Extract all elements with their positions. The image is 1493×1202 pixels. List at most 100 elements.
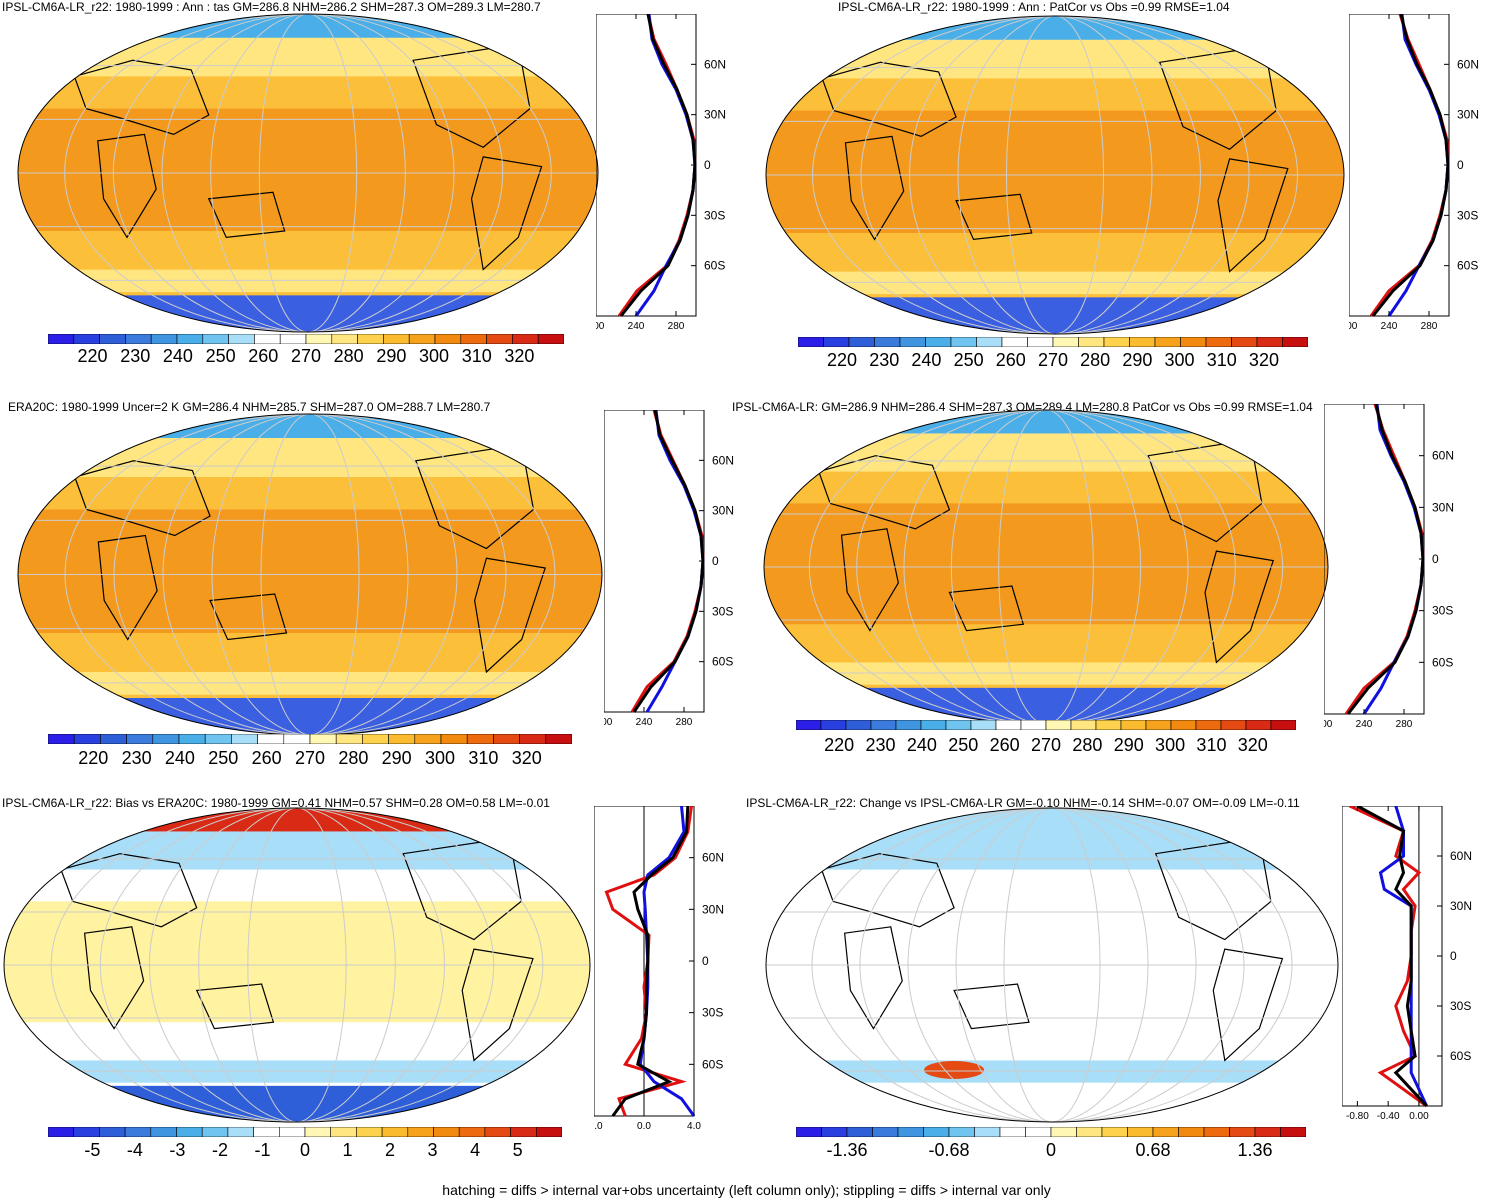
colorbar-swatch [970, 720, 997, 730]
colorbar-swatch [535, 1127, 562, 1137]
continent-outline [207, 191, 286, 239]
continent-outline [461, 948, 534, 1062]
polar-region-south [18, 295, 598, 332]
colorbar-swatch [796, 1127, 822, 1137]
lat-tick-label: 0 [712, 554, 719, 568]
x-tick-label: 0.00 [1409, 1111, 1429, 1122]
graticule-meridian [260, 414, 360, 735]
colorbar-swatch [1154, 337, 1181, 347]
colorbar-tick-label: 250 [953, 350, 984, 370]
colorbar-tick-label: -2 [211, 1140, 228, 1160]
polar-region-south [766, 297, 1344, 334]
graticule-meridian [113, 414, 507, 735]
colorbar-tick-label: 0 [299, 1140, 311, 1160]
colorbar-swatch [510, 1127, 537, 1137]
graticule-meridian [811, 808, 1293, 1122]
colorbar-tick-label: 250 [205, 346, 236, 366]
colorbar-swatch [848, 337, 875, 347]
colorbar-tick-label: -3 [169, 1140, 186, 1160]
colorbar-swatch [176, 1127, 203, 1137]
colorbar-tick-label: -1.36 [826, 1140, 868, 1160]
map-border [765, 807, 1339, 1123]
zonal-series-line-2 [634, 14, 697, 317]
colorbar-swatch [254, 334, 281, 344]
colorbar-swatch [231, 734, 258, 744]
lat-tick-label: 30N [712, 504, 734, 518]
colorbar [796, 1127, 1306, 1137]
colorbar-tick-label: -1 [254, 1140, 271, 1160]
lat-tick-label: 0 [704, 158, 711, 172]
colorbar-swatch [414, 734, 442, 744]
colorbar-swatch [846, 1127, 873, 1137]
colorbar-swatch [486, 334, 513, 344]
colorbar-swatch [408, 334, 436, 344]
colorbar-swatch [945, 720, 972, 730]
colorbar-tick-label: 250 [948, 735, 979, 755]
graticule-meridian [161, 14, 455, 332]
colorbar-swatch [283, 734, 311, 744]
graticule-meridian [112, 14, 504, 332]
equatorial-band [4, 901, 590, 1023]
x-tick-label: 200 [604, 717, 613, 728]
colorbar-swatch [335, 734, 363, 744]
map-plot [17, 13, 599, 333]
colorbar-tick-label: 300 [1164, 350, 1195, 370]
zonal-mean-plot: 60N30N030S60S200240280K [1349, 14, 1479, 332]
colorbar-tick-label: 220 [827, 350, 858, 370]
colorbar-swatch [895, 720, 922, 730]
colorbar-swatch [1129, 337, 1156, 347]
polar-region-north [4, 808, 590, 832]
graticule-meridian [903, 410, 1189, 724]
colorbar-tick-label: 0.68 [1135, 1140, 1171, 1160]
map-border [3, 807, 591, 1123]
lat-tick-label: 30S [702, 1006, 723, 1020]
colorbar-swatch [73, 734, 101, 744]
colorbar-swatch [434, 334, 462, 344]
colorbar-swatch [388, 734, 416, 744]
midlat-band-north [766, 33, 1344, 79]
colorbar-swatch [1127, 1127, 1154, 1137]
colorbar-swatch [796, 720, 822, 730]
colorbar-tick-label: 300 [425, 748, 456, 768]
lat-tick-label: 60N [712, 453, 734, 467]
colorbar-swatch [1076, 1127, 1103, 1137]
colorbar-swatch [1205, 337, 1232, 347]
zonal-series-line-3 [1356, 806, 1428, 1108]
lat-tick-label: 60S [712, 655, 733, 669]
colorbar-tick-label: 270 [1037, 350, 1069, 370]
colorbar-swatch [537, 334, 564, 344]
graticule-meridian [162, 414, 458, 735]
colorbar-swatch [820, 720, 847, 730]
lat-tick-label: 60N [1457, 57, 1479, 71]
colorbar-swatch [1070, 720, 1097, 730]
colorbar-tick-label: 300 [1155, 735, 1186, 755]
colorbar-tick-label: 270 [1030, 735, 1062, 755]
colorbar [48, 334, 564, 344]
colorbar-swatch [545, 734, 572, 744]
polar-region-south [18, 698, 602, 735]
colorbar-tick-label: 280 [338, 748, 369, 768]
colorbar-swatch [519, 734, 547, 744]
colorbar-swatch [304, 1127, 332, 1137]
graticule-meridian [812, 16, 1298, 334]
colorbar-swatch [1120, 720, 1147, 730]
colorbar-swatch [73, 1127, 100, 1137]
graticule-meridian [957, 16, 1153, 334]
colorbar-swatch [1254, 1127, 1281, 1137]
colorbar-tick-label: 310 [1196, 735, 1227, 755]
continent-outline [97, 534, 158, 641]
colorbar-swatch [1280, 1127, 1306, 1137]
continent-outline [955, 193, 1033, 241]
colorbar [796, 720, 1296, 730]
midlat-band-south [766, 1060, 1338, 1083]
graticule-meridian [860, 16, 1250, 334]
colorbar-swatch [176, 334, 204, 344]
lat-tick-label: 0 [1457, 158, 1464, 172]
colorbar-tick-label: 220 [78, 748, 109, 768]
lat-tick-label: 30N [702, 902, 724, 916]
colorbar-swatch [493, 734, 520, 744]
continent-outline [820, 853, 955, 928]
colorbar-swatch [1103, 337, 1130, 347]
colorbar-swatch [1256, 337, 1283, 347]
